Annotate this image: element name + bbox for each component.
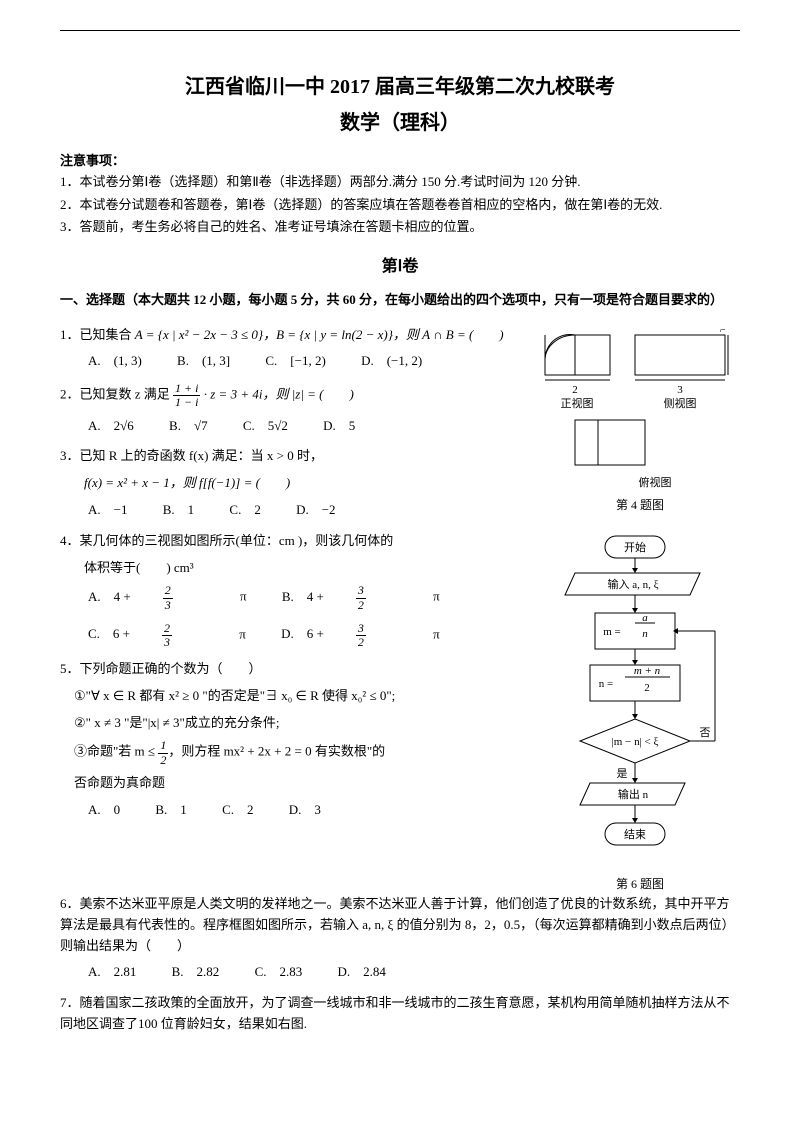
q5-text: 5．下列命题正确的个数为（ ）	[60, 659, 530, 680]
q3-opt-b: B. 1	[163, 500, 194, 521]
question-4: 4．某几何体的三视图如图所示(单位：cm )，则该几何体的 体积等于( ) cm…	[60, 531, 530, 649]
svg-text:|m − n| < ξ: |m − n| < ξ	[612, 736, 659, 748]
q5-opt-c: C. 2	[222, 800, 253, 821]
q1-opt-a: A. (1, 3)	[88, 351, 142, 372]
q4-text: 4．某几何体的三视图如图所示(单位：cm )，则该几何体的	[60, 531, 530, 552]
q1-opt-c: C. [−1, 2)	[265, 351, 325, 372]
svg-text:m =: m =	[603, 626, 621, 638]
notice-item-3: 3．答题前，考生务必将自己的姓名、准考证号填涂在答题卡相应的位置。	[60, 217, 740, 238]
question-6: 6．美索不达米亚平原是人类文明的发祥地之一。美索不达米亚人善于计算，他们创造了优…	[60, 894, 740, 983]
top-view-label: 俯视图	[570, 475, 740, 493]
page-title: 江西省临川一中 2017 届高三年级第二次九校联考	[60, 71, 740, 103]
part-header: 第Ⅰ卷	[60, 254, 740, 280]
q5-s4: 否命题为真命题	[60, 773, 530, 794]
notice-label: 注意事项：	[60, 151, 740, 172]
svg-text:n =: n =	[599, 678, 613, 690]
notice-item-2: 2．本试卷分试题卷和答题卷，第Ⅰ卷（选择题）的答案应填在答题卷卷首相应的空格内，…	[60, 195, 740, 216]
q2-text: 2．已知复数 z 满足	[60, 387, 170, 402]
q4-opt-a: A. 4 + 23 π	[88, 584, 247, 611]
q4-opt-d: D. 6 + 32 π	[281, 622, 440, 649]
q3-text: 3．已知 R 上的奇函数 f(x) 满足：当 x > 0 时，	[60, 446, 530, 467]
svg-text:n: n	[642, 628, 648, 640]
q6-opt-d: D. 2.84	[337, 962, 385, 983]
q1-formula: A = {x | x² − 2x − 3 ≤ 0}，B = {x | y = l…	[135, 327, 504, 342]
svg-text:否: 否	[700, 727, 711, 739]
svg-text:3: 3	[677, 384, 683, 396]
q2-opt-b: B. √7	[169, 416, 208, 437]
q1-opt-d: D. (−1, 2)	[361, 351, 422, 372]
svg-text:输入 a, n, ξ: 输入 a, n, ξ	[607, 577, 658, 591]
q2-frac: 1 + i1 − i	[173, 382, 200, 409]
svg-text:侧视图: 侧视图	[664, 396, 697, 410]
q5-s1: ①"∀ x ∈ R 都有 x² ≥ 0 "的否定是"∃ x₀ ∈ R 使得 x₀…	[60, 686, 530, 707]
part-desc: 一、选择题（本大题共 12 小题，每小题 5 分，共 60 分，在每小题给出的四…	[60, 290, 740, 311]
q6-opt-b: B. 2.82	[172, 962, 220, 983]
q3-formula: f(x) = x² + x − 1，则 f[f(−1)] = ( )	[84, 475, 290, 490]
svg-text:输出 n: 输出 n	[618, 787, 649, 801]
question-1: 1．已知集合 A = {x | x² − 2x − 3 ≤ 0}，B = {x …	[60, 325, 530, 373]
q4-fig-label: 第 4 题图	[540, 496, 740, 515]
svg-text:结束: 结束	[624, 828, 646, 841]
q6-opt-c: C. 2.83	[255, 962, 303, 983]
top-rule	[60, 30, 740, 31]
figure-q4-views: 2 ⌐ 2 3 正视图 侧视图 俯视图 第 4 题图	[540, 325, 740, 516]
q5-opt-d: D. 3	[289, 800, 321, 821]
q2-opt-a: A. 2√6	[88, 416, 134, 437]
page-subtitle: 数学（理科）	[60, 107, 740, 139]
svg-text:⌐: ⌐	[720, 325, 726, 336]
q5-s3: ③命题"若 m ≤ 12，则方程 mx² + 2x + 2 = 0 有实数根"的	[60, 739, 530, 766]
q3-opt-c: C. 2	[229, 500, 260, 521]
q2-tail: · z = 3 + 4i，则 |z| = ( )	[204, 387, 354, 402]
q5-opt-a: A. 0	[88, 800, 120, 821]
notice-item-1: 1．本试卷分第Ⅰ卷（选择题）和第Ⅱ卷（非选择题）两部分.满分 150 分.考试时…	[60, 172, 740, 193]
q6-text: 6．美索不达米亚平原是人类文明的发祥地之一。美索不达米亚人善于计算，他们创造了优…	[60, 894, 740, 956]
q3-opt-a: A. −1	[88, 500, 127, 521]
svg-text:m + n: m + n	[634, 665, 661, 677]
flowchart-q6: 开始 输入 a, n, ξ m = a n n = m + n 2 |m − n…	[540, 531, 730, 871]
svg-text:开始: 开始	[624, 540, 646, 554]
question-7: 7．随着国家二孩政策的全面放开，为了调查一线城市和非一线城市的二孩生育意愿，某机…	[60, 993, 740, 1035]
q4-text2: 体积等于( ) cm³	[60, 558, 530, 579]
q2-opt-c: C. 5√2	[243, 416, 288, 437]
q6-fig-label: 第 6 题图	[540, 875, 740, 894]
q5-s2: ②" x ≠ 3 "是"|x| ≠ 3"成立的充分条件;	[60, 713, 530, 734]
question-2: 2．已知复数 z 满足 1 + i1 − i · z = 3 + 4i，则 |z…	[60, 382, 530, 436]
q4-opt-b: B. 4 + 32 π	[282, 584, 440, 611]
svg-text:正视图: 正视图	[561, 396, 594, 410]
q6-opt-a: A. 2.81	[88, 962, 136, 983]
svg-text:是: 是	[617, 767, 628, 780]
q4-opt-c: C. 6 + 23 π	[88, 622, 246, 649]
q2-opt-d: D. 5	[323, 416, 355, 437]
svg-text:2: 2	[572, 384, 578, 396]
svg-text:2: 2	[644, 682, 650, 694]
q1-prefix: 1．已知集合	[60, 327, 135, 342]
question-5: 5．下列命题正确的个数为（ ） ①"∀ x ∈ R 都有 x² ≥ 0 "的否定…	[60, 659, 530, 820]
q3-opt-d: D. −2	[296, 500, 335, 521]
q7-text: 7．随着国家二孩政策的全面放开，为了调查一线城市和非一线城市的二孩生育意愿，某机…	[60, 993, 740, 1035]
q5-opt-b: B. 1	[155, 800, 186, 821]
three-view-svg: 2 ⌐ 2 3 正视图 侧视图	[540, 325, 730, 475]
question-3: 3．已知 R 上的奇函数 f(x) 满足：当 x > 0 时， f(x) = x…	[60, 446, 530, 520]
svg-text:a: a	[642, 612, 648, 624]
q1-opt-b: B. (1, 3]	[177, 351, 230, 372]
